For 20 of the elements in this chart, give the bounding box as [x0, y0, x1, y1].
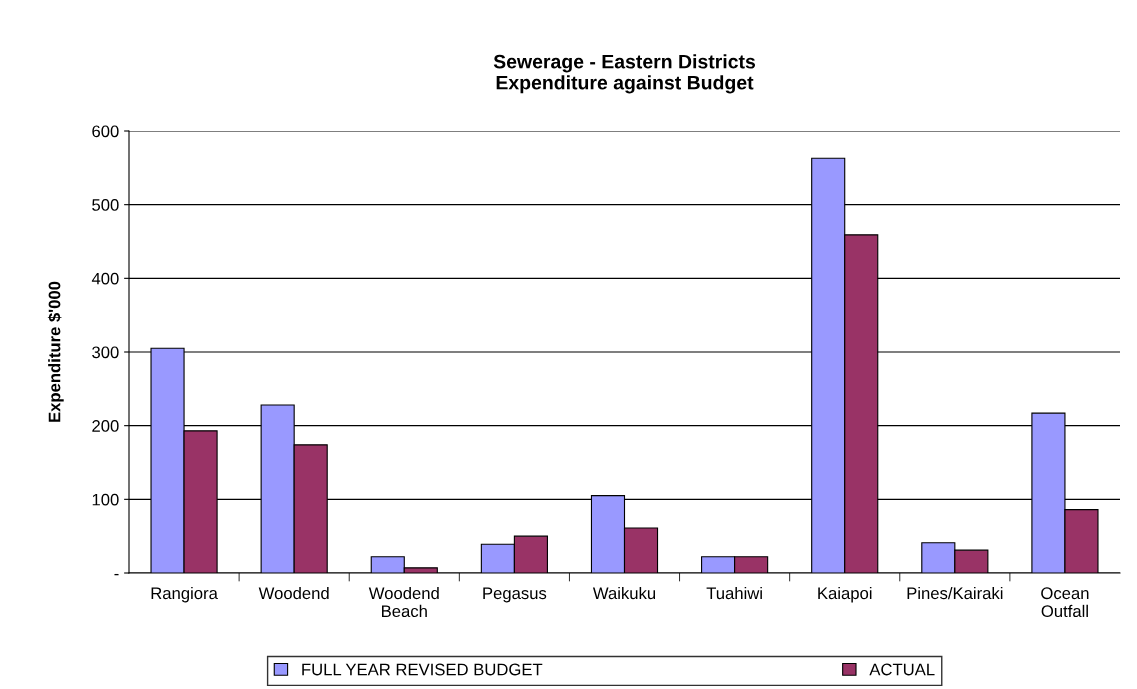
- legend-label: ACTUAL: [869, 663, 935, 676]
- y-tick-label: 600: [92, 125, 119, 138]
- y-tick-label: 200: [92, 420, 119, 432]
- y-tick-label: 100: [92, 493, 119, 506]
- x-tick-label: Waikuku: [592, 586, 656, 600]
- x-tick-label: Pines/Kairaki: [907, 586, 1003, 600]
- x-tick-label: Pegasus: [483, 587, 547, 603]
- y-tick-label: 400: [91, 272, 119, 285]
- y-axis-title: Expenditure $'000: [47, 281, 64, 422]
- x-tick-label: Tuahiwi: [706, 586, 762, 600]
- x-tick-label: Woodend Beach: [368, 586, 439, 618]
- x-tick-label: Woodend: [258, 586, 329, 600]
- chart-title: Sewerage - Eastern Districts Expenditure against Budget: [493, 54, 756, 94]
- x-tick-label: Kaiapoi: [818, 586, 872, 603]
- y-tick-label: -: [114, 573, 119, 576]
- x-tick-label: Rangiora: [151, 586, 218, 603]
- y-tick-label: 300: [92, 346, 119, 359]
- y-tick-label: 500: [92, 199, 119, 211]
- legend-label: FULL YEAR REVISED BUDGET: [302, 663, 543, 676]
- x-tick-label: Ocean Outfall: [1041, 587, 1089, 618]
